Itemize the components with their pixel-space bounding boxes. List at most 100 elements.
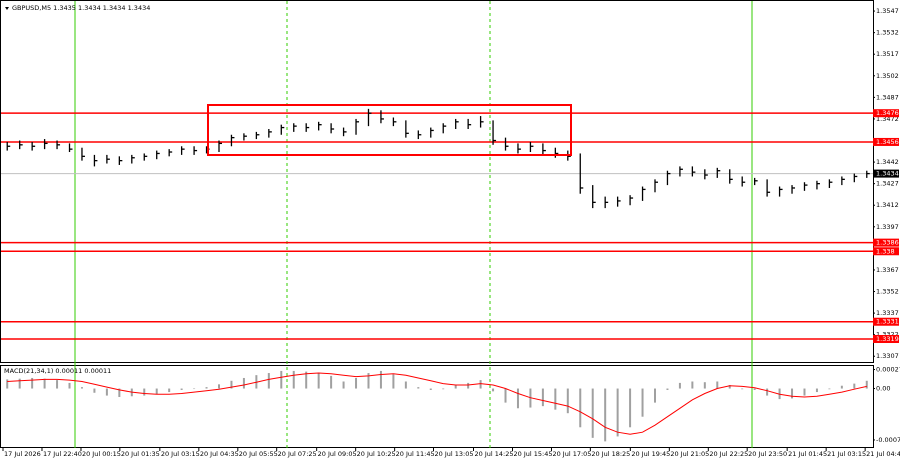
- macd-histogram-bar: [492, 388, 495, 392]
- macd-histogram-bar: [355, 377, 358, 389]
- level-label-box: [873, 238, 899, 247]
- y-tick-label: 1.3517: [876, 50, 899, 58]
- level-label-box: [873, 317, 899, 326]
- macd-histogram-bar: [317, 373, 320, 389]
- macd-y-tick-label: -0.00073: [876, 436, 900, 444]
- x-tick-label: 17 Jul 22:40: [43, 450, 82, 458]
- x-tick-label: 20 Jul 21:05: [670, 450, 709, 458]
- macd-histogram-bar: [43, 378, 46, 389]
- macd-histogram-bar: [691, 381, 694, 389]
- macd-histogram-bar: [267, 373, 270, 389]
- macd-histogram-bar: [205, 387, 208, 389]
- macd-histogram-bar: [155, 388, 158, 395]
- y-tick-label: 1.3487: [876, 93, 899, 101]
- y-tick-label: 1.3442: [876, 158, 899, 166]
- price-panel-frame: [0, 0, 874, 363]
- macd-histogram-bar: [168, 388, 171, 393]
- macd-histogram-bar: [741, 388, 744, 390]
- x-tick-label: 20 Jul 01:35: [121, 450, 160, 458]
- x-tick-label: 20 Jul 11:45: [396, 450, 435, 458]
- x-tick-label: 20 Jul 09:05: [318, 450, 357, 458]
- macd-histogram-bar: [591, 388, 594, 438]
- level-label: 1.3319: [876, 335, 899, 343]
- macd-histogram-bar: [18, 378, 21, 389]
- y-tick-label: 1.3352: [876, 288, 899, 296]
- macd-histogram-bar: [330, 375, 333, 389]
- x-tick-label: 20 Jul 05:55: [239, 450, 278, 458]
- macd-histogram-bar: [467, 382, 470, 389]
- macd-histogram-bar: [791, 388, 794, 399]
- x-tick-label: 20 Jul 10:25: [357, 450, 396, 458]
- macd-histogram-bar: [579, 388, 582, 428]
- macd-histogram-bar: [193, 388, 196, 390]
- macd-histogram-bar: [566, 388, 569, 414]
- macd-histogram-bar: [454, 385, 457, 389]
- dropdown-icon: [5, 7, 9, 10]
- macd-histogram-bar: [442, 388, 445, 390]
- level-label: 1.3456: [876, 138, 899, 146]
- macd-histogram-bar: [654, 388, 656, 403]
- macd-histogram-bar: [93, 388, 96, 393]
- macd-histogram-bar: [516, 388, 519, 409]
- current-price-box: [873, 169, 899, 178]
- y-tick-label: 1.3322: [876, 331, 899, 339]
- macd-histogram-bar: [629, 388, 632, 428]
- macd-histogram-bar: [703, 382, 706, 389]
- macd-histogram-bar: [68, 382, 71, 389]
- macd-histogram-bar: [853, 383, 856, 389]
- macd-histogram-bar: [292, 370, 295, 389]
- y-tick-label: 1.3337: [876, 309, 899, 317]
- range-box: [207, 104, 572, 156]
- macd-histogram-bar: [840, 385, 843, 389]
- level-label: 1.3386: [876, 239, 899, 247]
- macd-histogram-bar: [367, 373, 370, 389]
- chart-title: GBPUSD,M5 1.3435 1.3434 1.3434 1.3434: [12, 4, 150, 12]
- macd-histogram-bar: [766, 388, 769, 396]
- y-tick-label: 1.3397: [876, 223, 899, 231]
- macd-histogram-bar: [429, 388, 432, 390]
- x-tick-label: 21 Jul 04:40: [866, 450, 900, 458]
- macd-histogram-bar: [716, 381, 719, 389]
- macd-histogram-bar: [80, 387, 83, 389]
- macd-histogram-bar: [554, 388, 557, 410]
- x-tick-label: 20 Jul 23:50: [748, 450, 787, 458]
- macd-histogram-bar: [753, 388, 756, 390]
- x-tick-label: 20 Jul 15:45: [513, 450, 552, 458]
- macd-histogram-bar: [803, 388, 806, 396]
- macd-histogram-bar: [242, 377, 245, 389]
- x-tick-label: 20 Jul 07:25: [278, 450, 317, 458]
- macd-histogram-bar: [118, 388, 121, 397]
- macd-histogram-bar: [865, 380, 868, 389]
- macd-histogram-bar: [479, 380, 482, 389]
- macd-histogram-bar: [828, 388, 831, 390]
- level-label-box: [873, 109, 899, 118]
- macd-histogram-bar: [230, 380, 233, 389]
- level-label-box: [873, 247, 899, 256]
- macd-y-tick-label: 0.00: [876, 385, 890, 393]
- marks: [1, 108, 873, 442]
- x-tick-label: 20 Jul 00:15: [82, 450, 121, 458]
- macd-histogram-bar: [6, 379, 9, 389]
- macd-histogram-bar: [417, 387, 420, 389]
- x-tick-label: 17 Jul 2026: [4, 450, 41, 458]
- x-tick-label: 20 Jul 04:35: [200, 450, 239, 458]
- x-tick-label: 20 Jul 03:15: [161, 450, 200, 458]
- level-label: 1.3331: [876, 318, 899, 326]
- macd-histogram-bar: [641, 388, 644, 417]
- macd-histogram-bar: [143, 388, 146, 396]
- x-tick-label: 20 Jul 14:25: [474, 450, 513, 458]
- level-label-box: [873, 137, 899, 146]
- x-tick-label: 21 Jul 01:45: [788, 450, 827, 458]
- x-tick-label: 20 Jul 13:05: [435, 450, 474, 458]
- x-tick-label: 20 Jul 18:25: [591, 450, 630, 458]
- macd-histogram-bar: [504, 388, 507, 403]
- macd-histogram-bar: [56, 380, 59, 389]
- macd-histogram-bar: [815, 388, 818, 393]
- macd-y-tick-label: 0.00027: [876, 366, 900, 374]
- y-tick-label: 1.3502: [876, 72, 899, 80]
- macd-histogram-bar: [280, 370, 283, 389]
- y-tick-label: 1.3367: [876, 266, 899, 274]
- x-tick-label: 20 Jul 17:05: [552, 450, 591, 458]
